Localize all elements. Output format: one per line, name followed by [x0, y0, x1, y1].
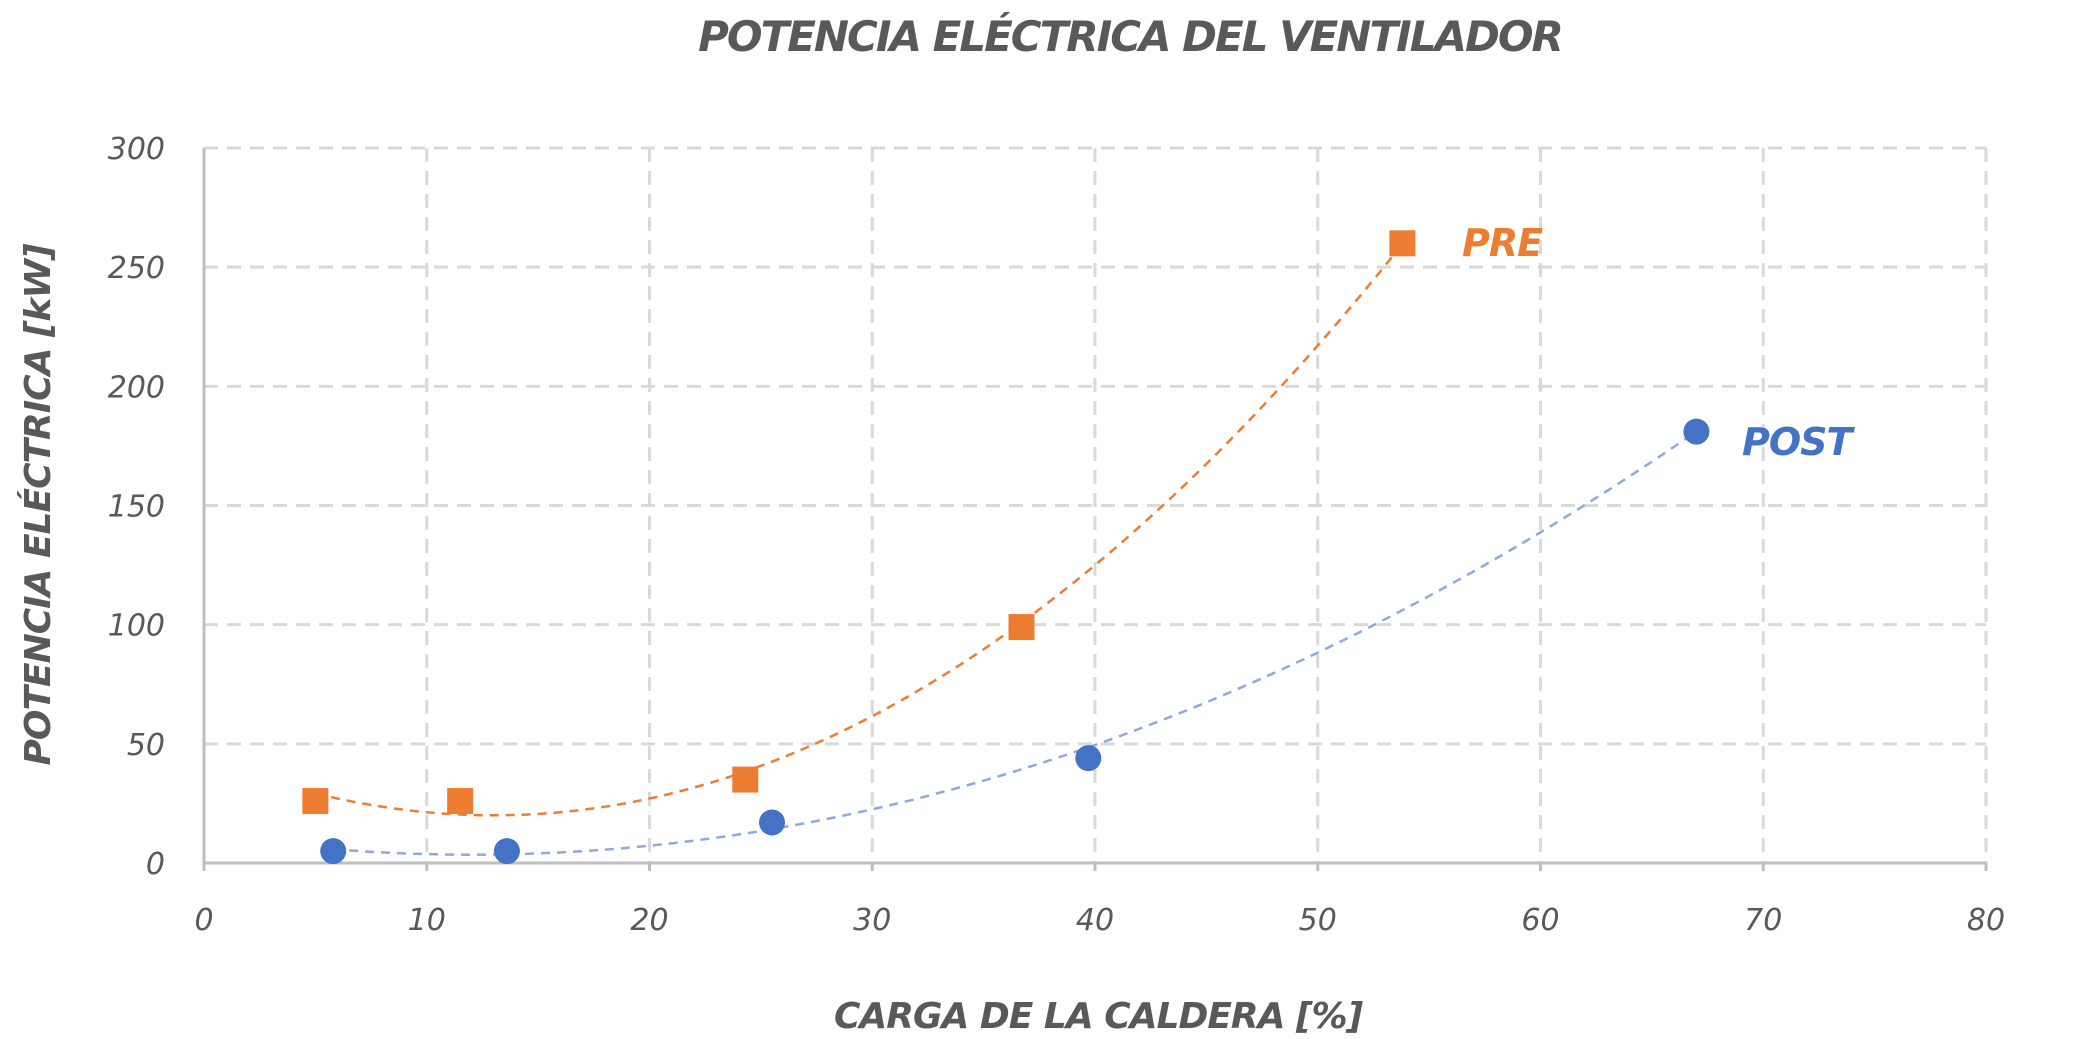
- x-axis-title: CARGA DE LA CALDERA [%]: [834, 996, 1364, 1037]
- data-points: [302, 230, 1710, 865]
- y-tick-label: 0: [146, 847, 165, 882]
- y-tick-label: 250: [108, 251, 165, 286]
- tick-labels: 0 50 100 150 200 250 300 0 10 20 30 40 50 60 70 80: [108, 132, 2005, 938]
- series-label-pre: PRE: [1462, 221, 1543, 265]
- x-tick-label: 50: [1299, 903, 1337, 938]
- x-tick-label: 10: [408, 903, 446, 938]
- y-tick-label: 150: [108, 490, 165, 525]
- x-tick-label: 30: [853, 903, 891, 938]
- y-tick-label: 300: [108, 132, 165, 167]
- data-point-circle: [1075, 745, 1102, 772]
- y-tick-label: 200: [108, 370, 165, 405]
- trendline-pre: [315, 243, 1404, 817]
- x-tick-label: 70: [1744, 903, 1782, 938]
- data-point-square: [732, 766, 759, 793]
- x-tick-label: 80: [1967, 903, 2005, 938]
- data-point-circle: [1683, 418, 1710, 445]
- x-tick-label: 60: [1521, 903, 1559, 938]
- data-point-circle: [759, 809, 786, 836]
- x-tick-label: 0: [194, 903, 213, 938]
- y-tick-label: 50: [127, 728, 165, 763]
- data-point-square: [1008, 614, 1035, 641]
- data-point-square: [302, 788, 329, 815]
- grid-lines: [204, 146, 1988, 863]
- chart-title: POTENCIA ELÉCTRICA DEL VENTILADOR: [698, 12, 1564, 61]
- series-label-post: POST: [1742, 420, 1856, 464]
- trendline-post: [333, 430, 1698, 856]
- data-point-circle: [493, 838, 520, 865]
- x-tick-label: 20: [630, 903, 668, 938]
- x-tick-label: 40: [1076, 903, 1114, 938]
- y-axis-title: POTENCIA ELÉCTRICA [kW]: [17, 243, 59, 766]
- y-tick-label: 100: [108, 609, 165, 644]
- trendlines: [315, 243, 1698, 856]
- data-point-square: [447, 788, 474, 815]
- data-point-square: [1389, 230, 1416, 257]
- axes: [202, 148, 1988, 871]
- data-point-circle: [320, 838, 347, 865]
